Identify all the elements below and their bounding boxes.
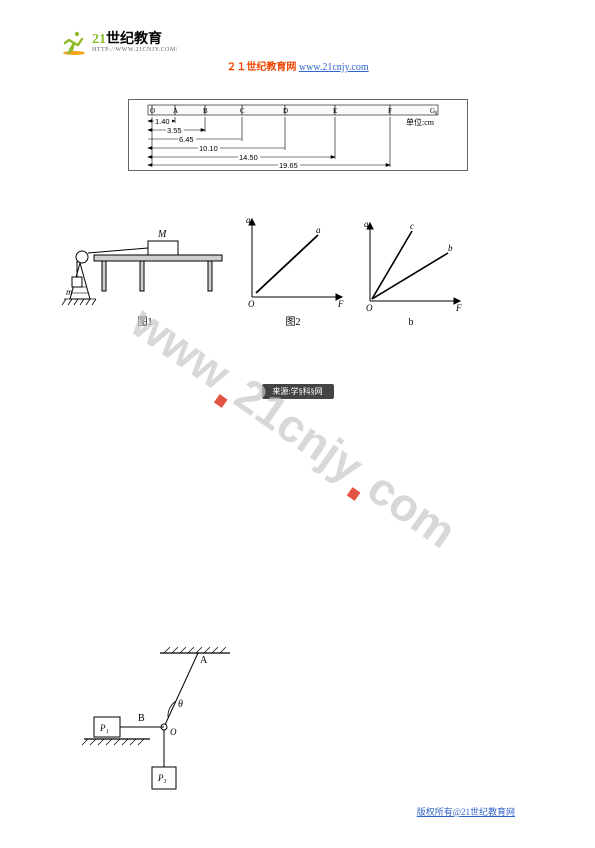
- svg-text:A: A: [173, 107, 178, 115]
- source-badge: 来源:学§科§网: [262, 384, 334, 399]
- svg-text:D: D: [283, 107, 288, 115]
- footer-link[interactable]: 版权所有@21世纪教育网: [417, 807, 515, 817]
- svg-text:F: F: [337, 299, 344, 309]
- runner-icon: [60, 30, 88, 56]
- footer-copyright: 版权所有@21世纪教育网: [417, 805, 515, 818]
- svg-text:O: O: [150, 107, 155, 115]
- panel2-caption: 图2: [238, 313, 348, 328]
- panel-graph-a: a F O a 图2: [238, 211, 348, 328]
- panel3-caption: b: [356, 317, 466, 328]
- panel-graph-b: a F O c b b: [356, 215, 466, 328]
- svg-text:10.10: 10.10: [199, 144, 218, 153]
- ruler-figure: O A B C D E F G 单位:cm: [128, 99, 468, 171]
- svg-text:B: B: [203, 107, 208, 115]
- brand-number: 21: [92, 32, 106, 47]
- svg-text:a: a: [246, 215, 251, 225]
- svg-text:19.65: 19.65: [279, 161, 298, 170]
- header-url[interactable]: www.21cnjy.com: [299, 62, 369, 73]
- svg-text:M: M: [157, 229, 167, 240]
- svg-text:14.50: 14.50: [239, 153, 258, 162]
- panel-apparatus: M m 图1: [60, 211, 230, 328]
- svg-text:A: A: [200, 655, 208, 666]
- brand-name: 世纪教育: [106, 32, 162, 47]
- svg-text:c: c: [410, 221, 414, 231]
- pulley-figure: A O θ B P₁ P₃: [80, 647, 535, 800]
- svg-text:m: m: [66, 287, 73, 297]
- svg-text:b: b: [448, 243, 453, 253]
- svg-text:1.40: 1.40: [155, 117, 170, 126]
- brand-logo: 21世纪教育 HTTP://WWW.21CNJY.COM/: [60, 30, 535, 56]
- svg-text:C: C: [240, 107, 245, 115]
- header-link-line: ２１世纪教育网 www.21cnjy.com: [60, 58, 535, 73]
- svg-text:3.55: 3.55: [167, 126, 182, 135]
- unit-label: 单位:cm: [406, 117, 435, 127]
- three-panel-figure: M m 图1 a F O: [60, 211, 535, 328]
- svg-text:P₁: P₁: [99, 723, 109, 733]
- svg-text:O: O: [248, 299, 255, 309]
- svg-text:6.45: 6.45: [179, 135, 194, 144]
- header-red-text: ２１世纪教育网: [226, 62, 296, 73]
- svg-text:a: a: [364, 219, 369, 229]
- svg-text:P₃: P₃: [157, 773, 167, 783]
- panel1-caption: 图1: [60, 313, 230, 328]
- svg-text:O: O: [366, 303, 373, 313]
- svg-text:O: O: [170, 727, 177, 737]
- svg-text:G: G: [430, 107, 435, 115]
- svg-text:a: a: [316, 225, 321, 235]
- brand-subline: HTTP://WWW.21CNJY.COM/: [92, 47, 178, 53]
- svg-text:θ: θ: [178, 699, 183, 710]
- svg-text:F: F: [455, 303, 462, 313]
- svg-text:B: B: [138, 713, 145, 724]
- brand-text: 21世纪教育 HTTP://WWW.21CNJY.COM/: [92, 33, 178, 53]
